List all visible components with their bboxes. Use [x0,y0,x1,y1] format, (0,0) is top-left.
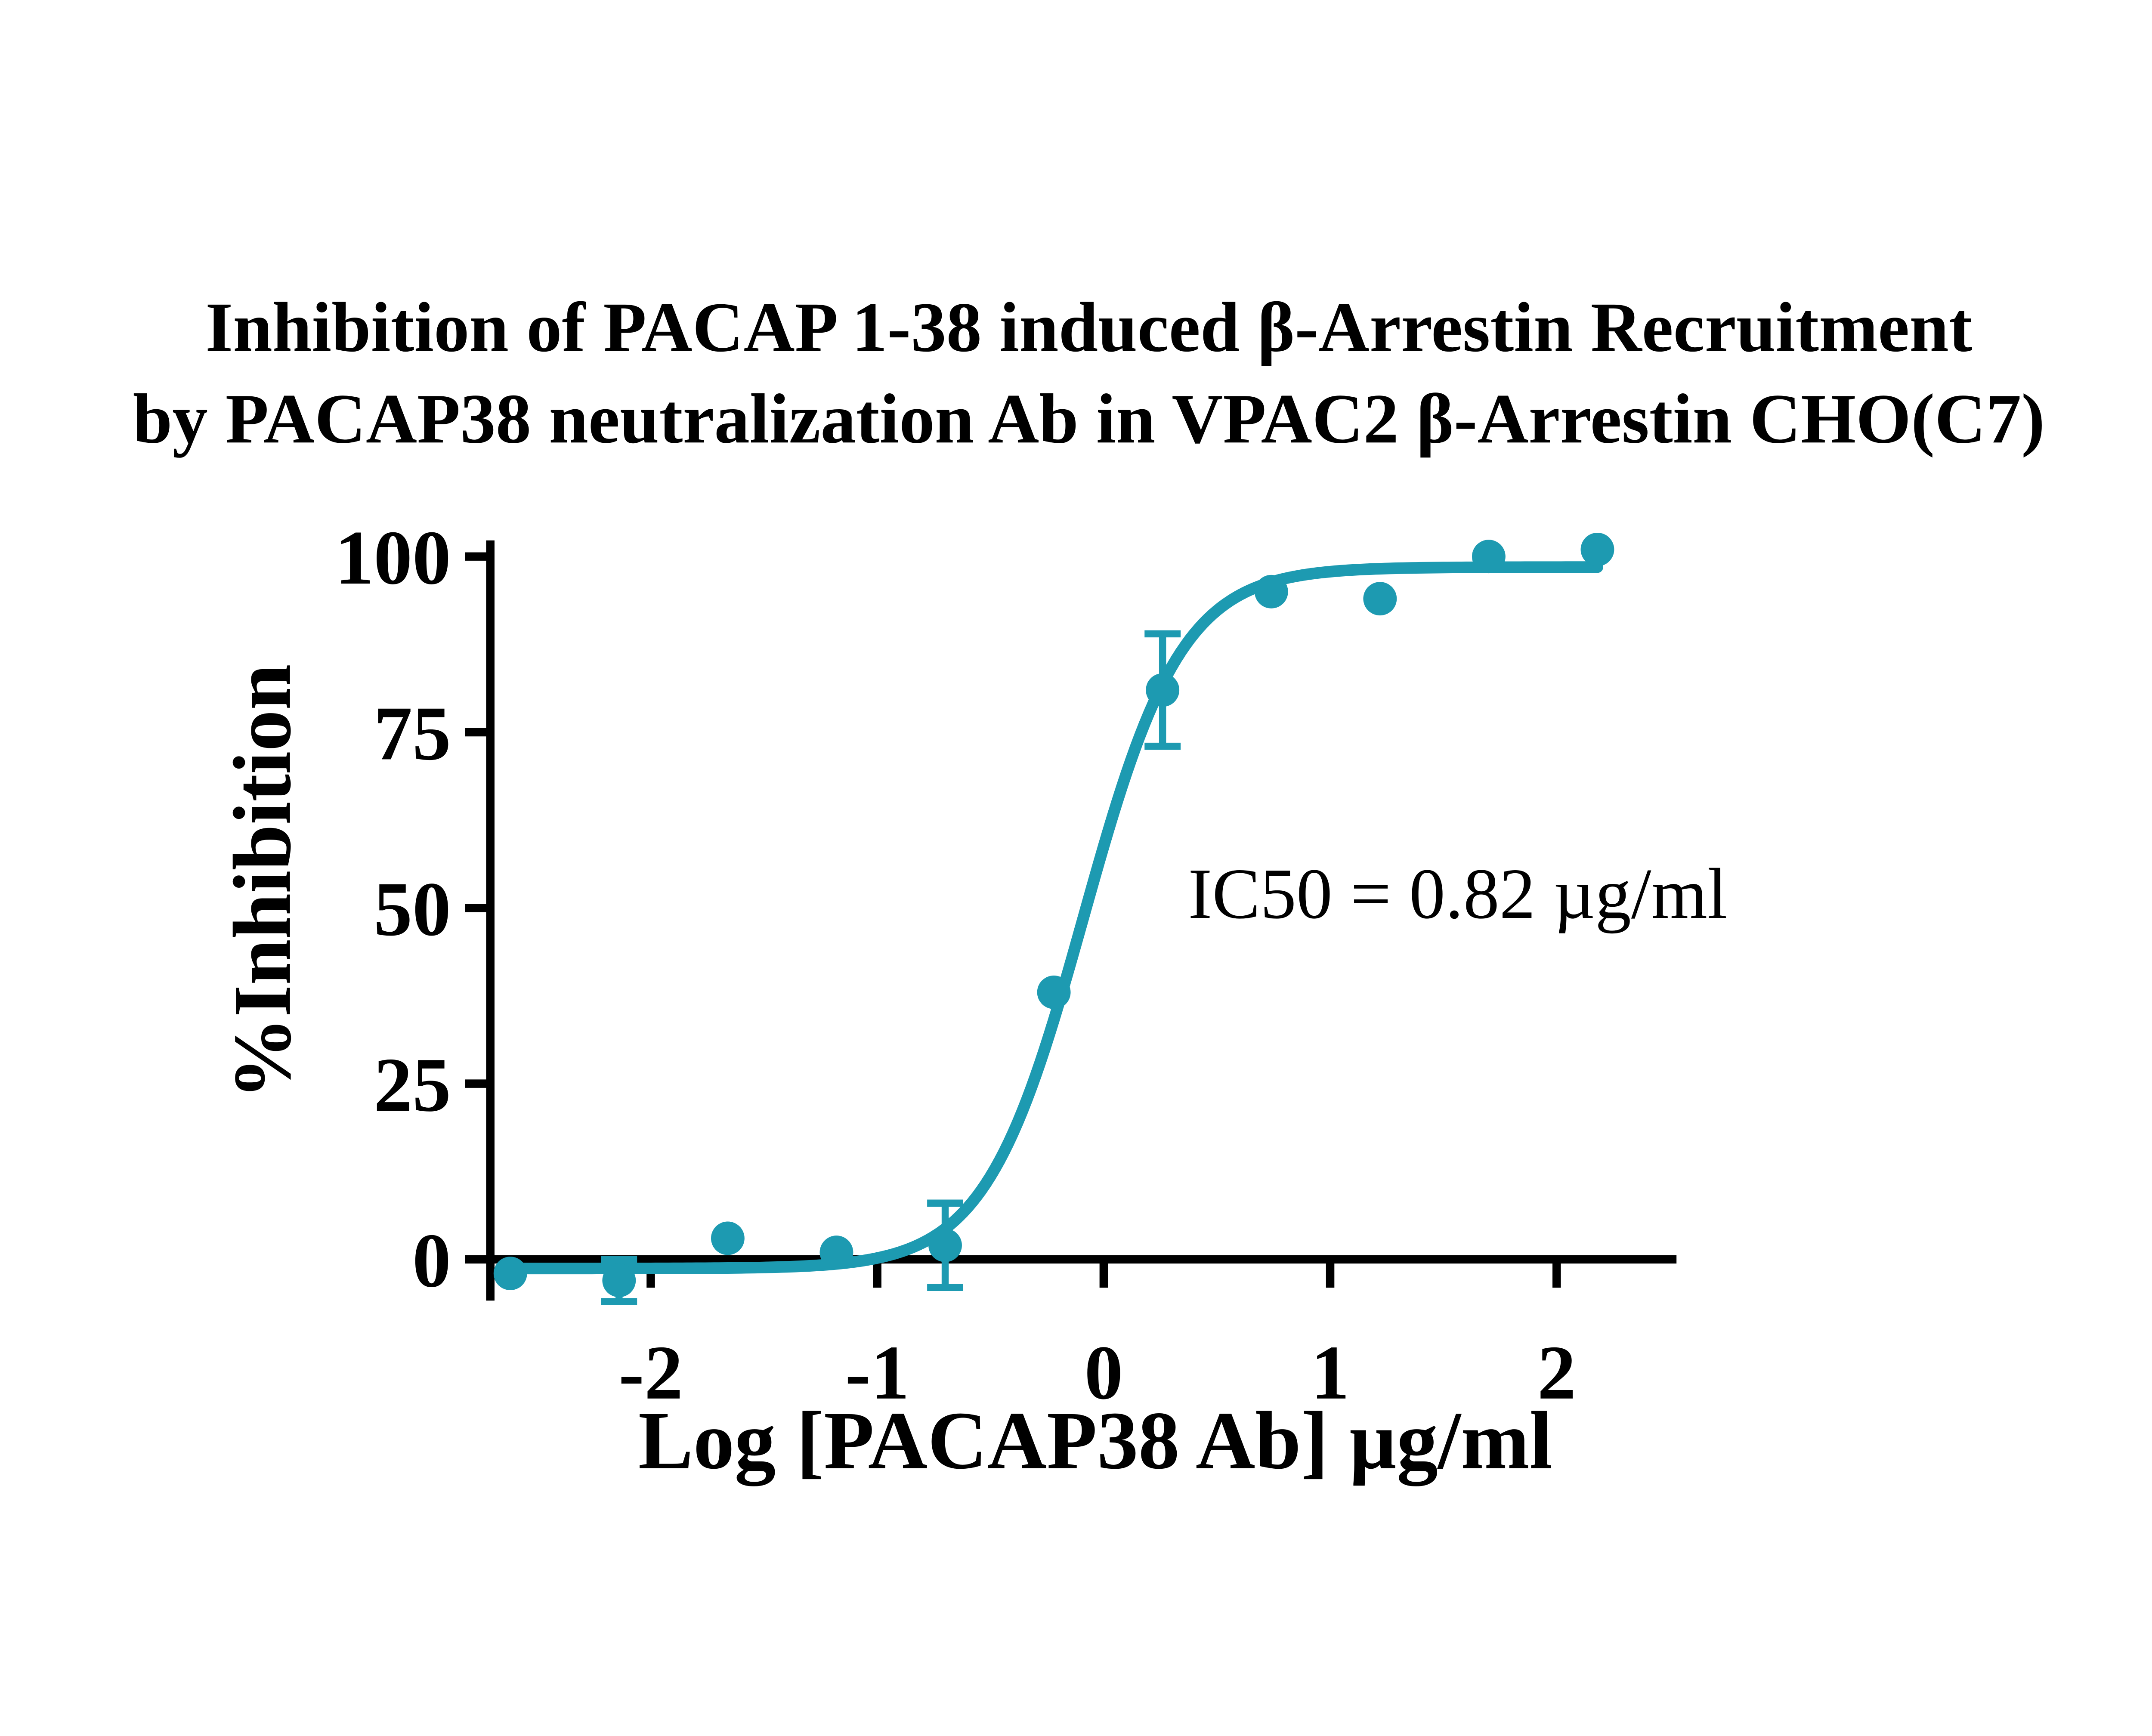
x-tick-label: 2 [1537,1330,1576,1415]
chart-title-line1: Inhibition of PACAP 1-38 induced β-Arres… [205,288,1973,367]
y-tick-label: 25 [374,1042,451,1127]
fit-curve [495,561,1603,1275]
y-axis: 0 25 50 75 100 [335,515,495,1303]
data-point [1146,673,1180,707]
ic50-annotation: IC50 = 0.82 µg/ml [1188,854,1727,934]
data-point [928,1228,962,1262]
data-point [1363,582,1397,616]
data-point [493,1257,527,1291]
data-point [711,1221,745,1255]
y-tick-label: 100 [335,515,451,600]
x-tick-label: -2 [618,1330,683,1415]
data-point [1254,575,1288,609]
data-point [602,1263,636,1297]
error-bars [601,630,1181,1305]
data-point [1037,975,1071,1009]
x-axis-title: Log [PACAP38 Ab] µg/ml [638,1395,1552,1486]
y-tick-label: 0 [412,1217,451,1303]
chart-title-line2: by PACAP38 neutralization Ab in VPAC2 β-… [133,379,2045,458]
data-points [493,532,1614,1297]
data-point [1472,540,1506,574]
y-tick-label: 75 [374,690,451,776]
x-tick-label: 1 [1311,1330,1350,1415]
x-tick-label: -1 [845,1330,909,1415]
data-point [1580,532,1614,566]
x-tick-label: 0 [1084,1330,1123,1415]
y-axis-title: %Inhibition [217,664,308,1100]
data-point [819,1236,853,1270]
y-tick-label: 50 [374,866,451,952]
x-axis: -2 -1 0 1 2 [486,1255,1677,1415]
